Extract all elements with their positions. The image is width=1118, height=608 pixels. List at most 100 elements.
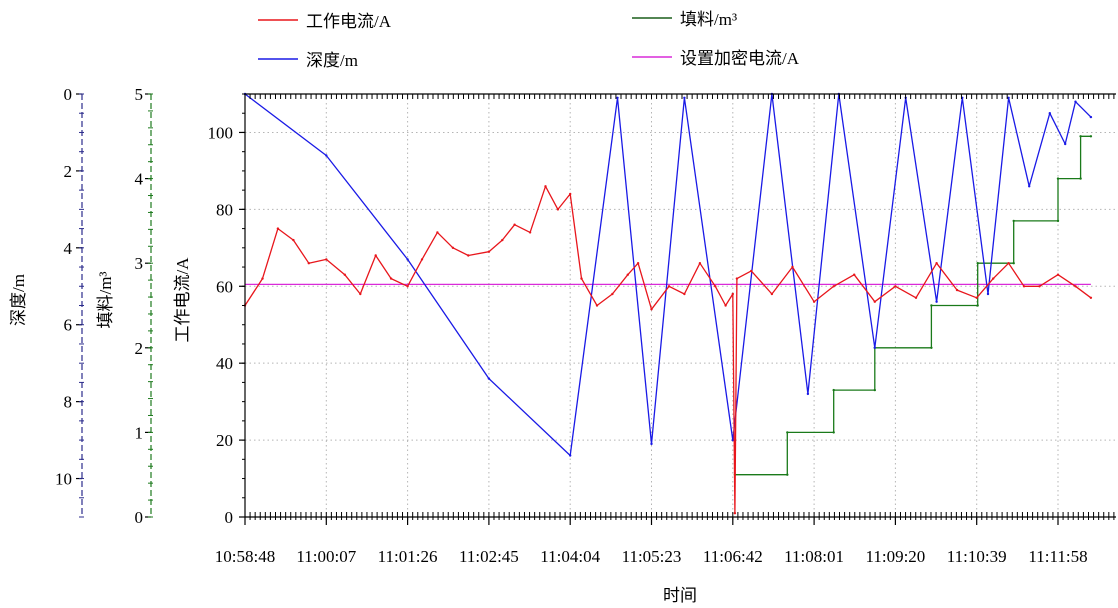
y-tick-label-current: 80	[216, 200, 233, 219]
data-point-current	[770, 292, 774, 296]
data-point-fill	[1012, 262, 1015, 265]
data-point-depth	[935, 300, 938, 303]
y-tick-label-current: 20	[216, 431, 233, 450]
axis-title-depth: 深度/m	[9, 274, 28, 326]
data-point-fill	[873, 388, 876, 392]
data-point-current	[731, 292, 734, 296]
data-point-current	[544, 185, 547, 188]
data-point-fill	[1079, 177, 1082, 180]
data-point-current	[935, 262, 938, 265]
data-point-current	[436, 231, 439, 234]
y-tick-label-fill: 5	[135, 85, 144, 104]
data-point-current	[611, 292, 614, 296]
x-tick-label: 11:08:01	[784, 547, 844, 566]
data-point-current	[307, 262, 310, 265]
data-point-depth	[1007, 96, 1010, 100]
data-point-depth	[1074, 100, 1077, 103]
data-point-current	[276, 227, 280, 230]
y-tick-label-current: 40	[216, 354, 233, 373]
data-point-fill	[976, 262, 979, 265]
data-point-current	[626, 273, 629, 276]
y-tick-label-fill: 2	[135, 339, 144, 358]
data-point-current	[451, 246, 455, 249]
data-point-fill	[976, 304, 979, 307]
data-point-current	[853, 273, 856, 276]
x-axis-title: 时间	[663, 586, 697, 605]
data-point-depth	[406, 258, 409, 261]
data-point-fill	[832, 431, 835, 434]
x-tick-label: 11:00:07	[296, 547, 356, 566]
y-tick-label-depth: 10	[55, 470, 72, 489]
x-tick-label: 11:09:20	[865, 547, 925, 566]
data-point-current	[1038, 285, 1041, 288]
x-tick-label: 10:58:48	[215, 547, 275, 566]
y-tick-label-fill: 3	[135, 254, 144, 273]
x-tick-label: 11:05:23	[622, 547, 682, 566]
data-point-current	[683, 292, 686, 296]
y-tick-label-depth: 6	[64, 316, 73, 335]
data-point-current	[698, 262, 702, 265]
plot-area: 0 20 40 60 80 100 10:58:48 11:00:07 11:01:26 11:…	[208, 92, 1116, 566]
data-point-current	[1022, 285, 1026, 288]
data-point-fill	[1089, 135, 1093, 138]
data-point-depth	[873, 346, 876, 349]
data-point-depth	[1064, 142, 1067, 146]
data-point-fill	[832, 388, 835, 392]
data-point-depth	[1028, 185, 1031, 188]
legend-label-fill: 填料/m³	[680, 10, 737, 29]
data-point-current	[733, 512, 737, 515]
series-line-fill-2	[734, 135, 1091, 476]
data-point-depth	[1089, 115, 1093, 119]
auxiliary-axes: 0 2 4 6 8 10 0 1 2 3 4 5	[55, 85, 153, 527]
data-point-current	[406, 285, 409, 288]
data-point-current	[580, 277, 583, 280]
y-tick-label-depth: 8	[64, 393, 73, 412]
data-point-current	[724, 304, 727, 307]
data-point-current	[528, 231, 532, 234]
legend-label-setpoint: 设置加密电流/A	[680, 49, 800, 68]
gridlines	[244, 94, 1116, 518]
x-axis: 10:58:48 11:00:07 11:01:26 11:02:45 11:04:04…	[215, 93, 1116, 566]
data-point-current	[487, 250, 491, 253]
x-tick-label: 11:06:42	[703, 547, 763, 566]
data-point-current	[343, 273, 346, 276]
data-point-depth	[806, 392, 810, 396]
data-point-depth	[616, 96, 619, 100]
y-tick-label-fill: 4	[135, 170, 144, 189]
data-point-current	[556, 208, 560, 211]
data-point-current	[894, 285, 897, 288]
data-point-current	[1007, 262, 1010, 265]
data-point-depth	[683, 96, 686, 100]
data-point-current	[667, 285, 671, 288]
x-tick-label: 11:04:04	[540, 547, 600, 566]
data-point-fill	[786, 431, 789, 434]
data-point-current	[750, 269, 753, 273]
data-point-depth	[325, 154, 328, 157]
data-point-current	[714, 285, 717, 288]
data-point-fill	[1012, 219, 1015, 223]
x-tick-label: 11:11:58	[1028, 547, 1087, 566]
x-tick-label: 11:01:26	[378, 547, 438, 566]
data-point-current	[261, 277, 264, 280]
data-point-current	[374, 254, 377, 257]
data-point-current	[595, 304, 599, 307]
data-point-current	[1056, 273, 1060, 276]
data-point-current	[832, 285, 835, 288]
data-point-current	[389, 277, 393, 280]
y-tick-label-fill: 1	[135, 423, 144, 442]
data-point-depth	[487, 377, 491, 380]
data-point-current	[325, 258, 328, 261]
data-point-current	[812, 300, 816, 303]
data-point-fill	[930, 304, 933, 307]
current-axis: 0 20 40 60 80 100	[208, 93, 246, 527]
x-tick-label: 11:02:45	[459, 547, 519, 566]
data-point-depth	[731, 438, 734, 442]
data-point-fill	[930, 346, 933, 349]
y-tick-label-depth: 0	[64, 85, 73, 104]
data-point-current	[1089, 296, 1093, 299]
data-point-current	[467, 254, 470, 257]
data-point-current	[873, 300, 876, 303]
data-point-current	[914, 296, 918, 299]
legend-label-current: 工作电流/A	[306, 12, 392, 31]
